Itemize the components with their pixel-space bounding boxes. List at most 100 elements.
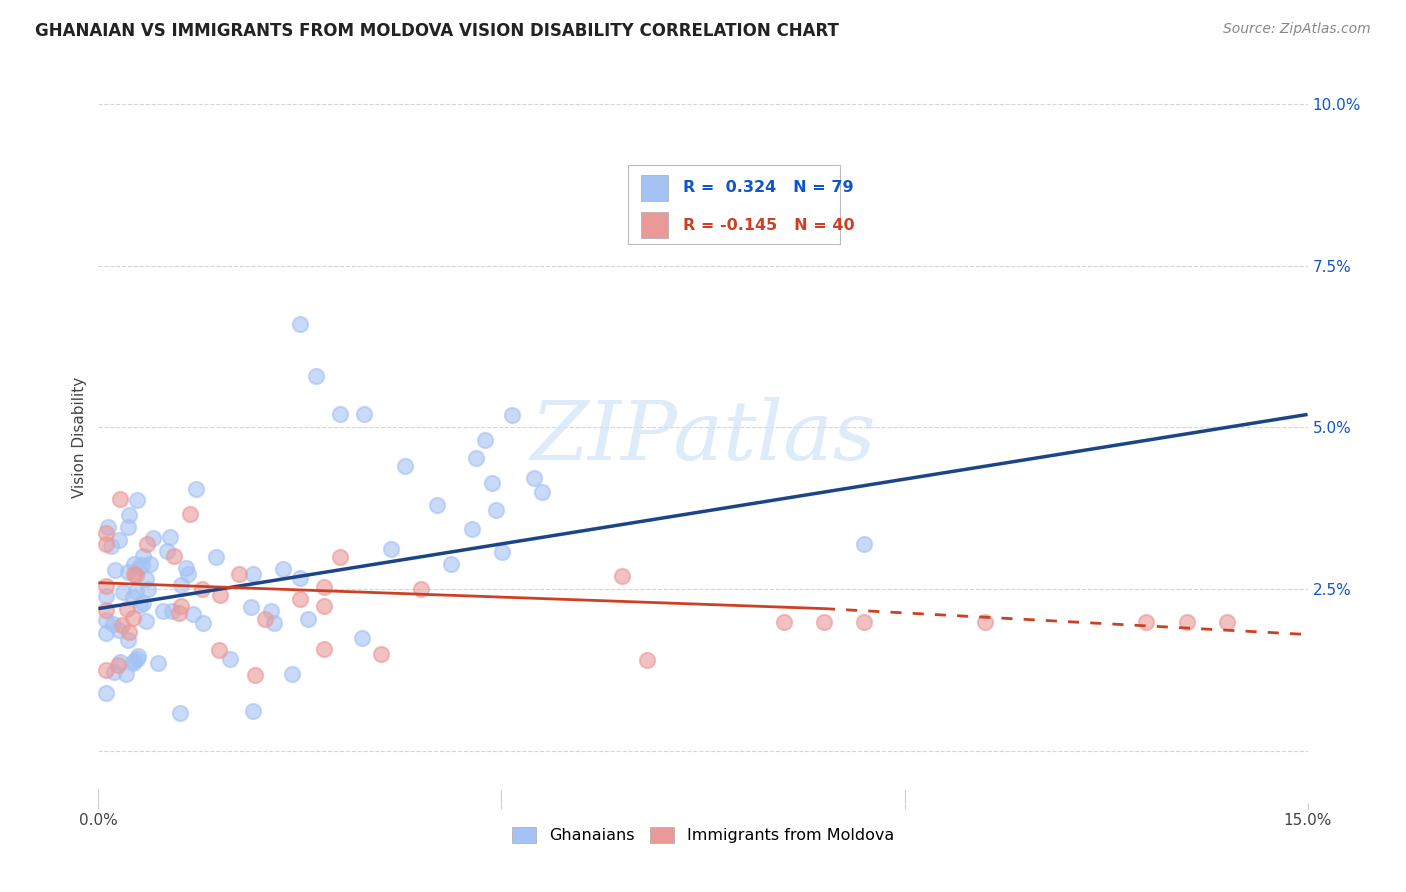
Point: [426, 498, 449, 512]
Point: [156, 543, 179, 558]
Point: [136, 582, 159, 597]
Point: [208, 642, 231, 657]
Point: [122, 557, 145, 571]
Point: [169, 706, 191, 720]
Point: [288, 571, 311, 585]
Point: [353, 408, 375, 422]
Point: [1175, 615, 1198, 629]
Point: [146, 656, 169, 670]
Point: [380, 541, 402, 556]
Point: [142, 531, 165, 545]
Point: [111, 585, 134, 599]
Point: [853, 537, 876, 551]
Point: [974, 615, 997, 629]
Point: [129, 598, 152, 612]
Point: [122, 566, 145, 581]
Point: [523, 471, 546, 485]
Point: [121, 590, 143, 604]
Point: [96, 603, 118, 617]
Point: [104, 562, 127, 576]
Point: [394, 459, 416, 474]
Point: [111, 617, 134, 632]
Point: [204, 549, 226, 564]
Point: [181, 607, 204, 622]
Point: [115, 602, 138, 616]
Point: [208, 588, 231, 602]
Point: [96, 626, 118, 640]
Point: [107, 658, 129, 673]
Point: [263, 615, 285, 630]
Point: [132, 549, 155, 563]
Point: [117, 565, 139, 579]
Point: [409, 582, 432, 597]
Point: [136, 536, 159, 550]
Point: [96, 537, 118, 551]
Point: [329, 408, 352, 422]
Point: [135, 572, 157, 586]
Point: [118, 624, 141, 639]
Point: [314, 599, 336, 613]
Point: [177, 566, 200, 581]
Bar: [641, 175, 668, 201]
Point: [297, 612, 319, 626]
Point: [174, 561, 197, 575]
Point: [117, 632, 139, 647]
Point: [115, 666, 138, 681]
Point: [748, 187, 770, 202]
Y-axis label: Vision Disability: Vision Disability: [72, 376, 87, 498]
Point: [485, 503, 508, 517]
Point: [636, 653, 658, 667]
Point: [121, 610, 143, 624]
Point: [370, 647, 392, 661]
Text: R = -0.145   N = 40: R = -0.145 N = 40: [683, 219, 855, 234]
Legend: Ghanaians, Immigrants from Moldova: Ghanaians, Immigrants from Moldova: [506, 821, 900, 850]
Point: [122, 657, 145, 671]
Point: [853, 615, 876, 629]
Point: [1135, 615, 1157, 629]
Point: [117, 520, 139, 534]
Point: [530, 485, 553, 500]
Point: [108, 623, 131, 637]
Point: [100, 539, 122, 553]
Point: [612, 569, 634, 583]
Point: [474, 434, 496, 448]
Point: [242, 566, 264, 581]
Point: [481, 475, 503, 490]
Point: [184, 483, 207, 497]
Point: [228, 566, 250, 581]
Point: [254, 612, 277, 626]
Point: [219, 651, 242, 665]
Point: [170, 578, 193, 592]
Point: [96, 525, 118, 540]
Point: [288, 317, 311, 331]
Point: [160, 604, 183, 618]
Point: [502, 408, 524, 422]
Point: [131, 558, 153, 573]
Point: [314, 642, 336, 657]
Point: [170, 599, 193, 613]
Point: [491, 545, 513, 559]
Point: [305, 368, 328, 383]
Point: [460, 522, 482, 536]
Point: [190, 582, 212, 596]
Point: [96, 579, 118, 593]
Point: [122, 654, 145, 668]
Point: [103, 665, 125, 679]
Point: [118, 508, 141, 522]
Point: [465, 450, 488, 465]
Point: [314, 580, 336, 594]
Point: [103, 617, 125, 632]
Point: [260, 605, 283, 619]
Point: [813, 615, 835, 629]
Point: [127, 652, 149, 666]
Point: [193, 615, 215, 630]
Point: [159, 531, 181, 545]
Point: [288, 592, 311, 607]
Point: [132, 596, 155, 610]
Point: [242, 704, 264, 718]
Point: [96, 613, 118, 627]
Point: [107, 533, 129, 548]
Text: ZIPatlas: ZIPatlas: [530, 397, 876, 477]
Point: [152, 604, 174, 618]
Text: Source: ZipAtlas.com: Source: ZipAtlas.com: [1223, 22, 1371, 37]
